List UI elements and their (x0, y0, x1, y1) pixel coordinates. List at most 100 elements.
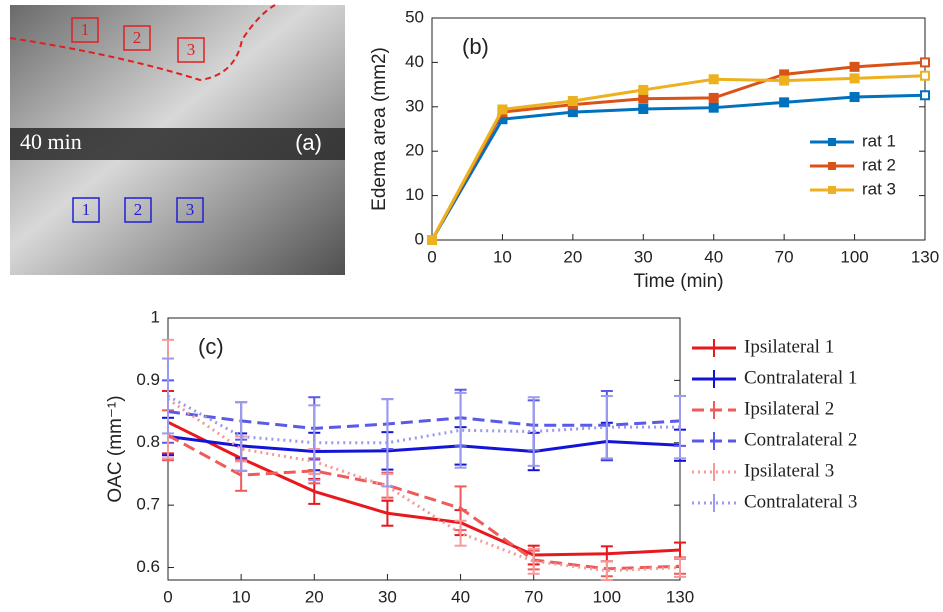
legend-label: Ipsilateral 1 (744, 336, 834, 357)
y-tick-label: 30 (405, 96, 424, 115)
y-axis-label: Edema area (mm2) (369, 47, 390, 211)
time-label: 40 min (20, 129, 82, 154)
marker (638, 93, 649, 104)
roi-box (177, 37, 205, 63)
series-line (430, 74, 926, 241)
roi-label: 2 (134, 200, 143, 219)
marker (638, 84, 649, 95)
y-tick-label: 20 (405, 141, 424, 160)
error-bar (162, 357, 174, 435)
marker (849, 73, 860, 84)
x-tick-label: 130 (666, 587, 694, 606)
error-bar (381, 499, 394, 527)
x-tick-label: 70 (775, 247, 794, 266)
error-bar (381, 398, 394, 488)
series-line (167, 410, 681, 430)
error-bar (235, 401, 248, 472)
marker (849, 92, 860, 103)
roi-box (72, 197, 100, 223)
marker (920, 70, 930, 81)
x-tick-label: 10 (493, 247, 512, 266)
error-bar (454, 519, 467, 547)
roi-label: 3 (186, 200, 195, 219)
series-line (430, 93, 926, 241)
plot-area (431, 17, 926, 241)
vessel (10, 128, 345, 160)
marker (779, 97, 790, 108)
series-line (167, 394, 680, 445)
legend-label: rat 3 (862, 179, 896, 198)
x-tick-label: 70 (524, 587, 543, 606)
x-tick-label: 10 (232, 587, 251, 606)
legend-label: rat 1 (862, 131, 896, 150)
series-line (167, 397, 681, 573)
x-tick-label: 0 (427, 247, 436, 266)
x-tick-label: 40 (704, 247, 723, 266)
roi-box (71, 17, 99, 43)
x-tick-label: 0 (163, 587, 172, 606)
edema-boundary (9, 4, 276, 82)
marker (708, 92, 719, 103)
y-tick-label: 0.8 (136, 432, 160, 451)
error-bar (674, 557, 686, 578)
x-tick-label: 40 (451, 587, 470, 606)
marker (427, 235, 437, 245)
error-bar (527, 396, 540, 467)
x-tick-label: 100 (840, 247, 868, 266)
y-tick-label: 1 (151, 307, 160, 326)
panel-label: (c) (198, 334, 224, 359)
panel-label: (b) (462, 34, 489, 59)
marker (920, 57, 930, 68)
panel-label: (a) (295, 130, 322, 155)
marker (638, 104, 649, 115)
marker (779, 75, 790, 86)
marker (849, 61, 860, 72)
series-line (430, 60, 926, 241)
y-tick-label: 50 (405, 7, 424, 26)
roi-box (124, 197, 152, 223)
x-tick-label: 20 (563, 247, 582, 266)
roi-box (176, 197, 204, 223)
legend-marker (828, 186, 836, 194)
legend-label: Ipsilateral 3 (744, 460, 834, 481)
x-tick-label: 130 (911, 247, 939, 266)
roi-label: 3 (187, 40, 196, 59)
roi-label: 2 (133, 28, 142, 47)
x-axis-label: Time (min) (633, 271, 723, 292)
marker (497, 104, 508, 115)
y-tick-label: 0.7 (136, 495, 160, 514)
series-line (167, 433, 681, 571)
y-axis-label: OAC (mm⁻¹) (105, 395, 126, 502)
legend-marker (828, 138, 836, 146)
y-tick-label: 0.6 (136, 557, 160, 576)
y-tick-label: 0 (415, 229, 424, 248)
x-tick-label: 30 (378, 587, 397, 606)
y-tick-label: 40 (405, 52, 424, 71)
error-bar (600, 560, 613, 581)
roi-label: 1 (82, 200, 91, 219)
x-tick-label: 100 (593, 587, 621, 606)
roi-box (123, 25, 151, 51)
y-tick-label: 10 (405, 185, 424, 204)
series-line (167, 435, 681, 454)
marker (567, 96, 578, 107)
legend-marker (828, 162, 836, 170)
marker (708, 74, 719, 85)
legend-label: rat 2 (862, 155, 896, 174)
roi-label: 1 (81, 20, 90, 39)
marker (708, 102, 719, 113)
panel-a: 1 2 3 1 2 3 40 min (a) (9, 4, 345, 275)
x-tick-label: 30 (634, 247, 653, 266)
error-bar (454, 391, 467, 469)
legend-label: Contralateral 1 (744, 367, 857, 388)
error-bar (308, 404, 321, 482)
error-bar (527, 547, 540, 575)
marker (920, 90, 930, 101)
error-bar (674, 394, 686, 460)
legend-label: Contralateral 3 (744, 491, 857, 512)
error-bar (600, 394, 613, 460)
legend-label: Ipsilateral 2 (744, 398, 834, 419)
y-tick-label: 0.9 (136, 370, 160, 389)
series-line (167, 420, 681, 557)
